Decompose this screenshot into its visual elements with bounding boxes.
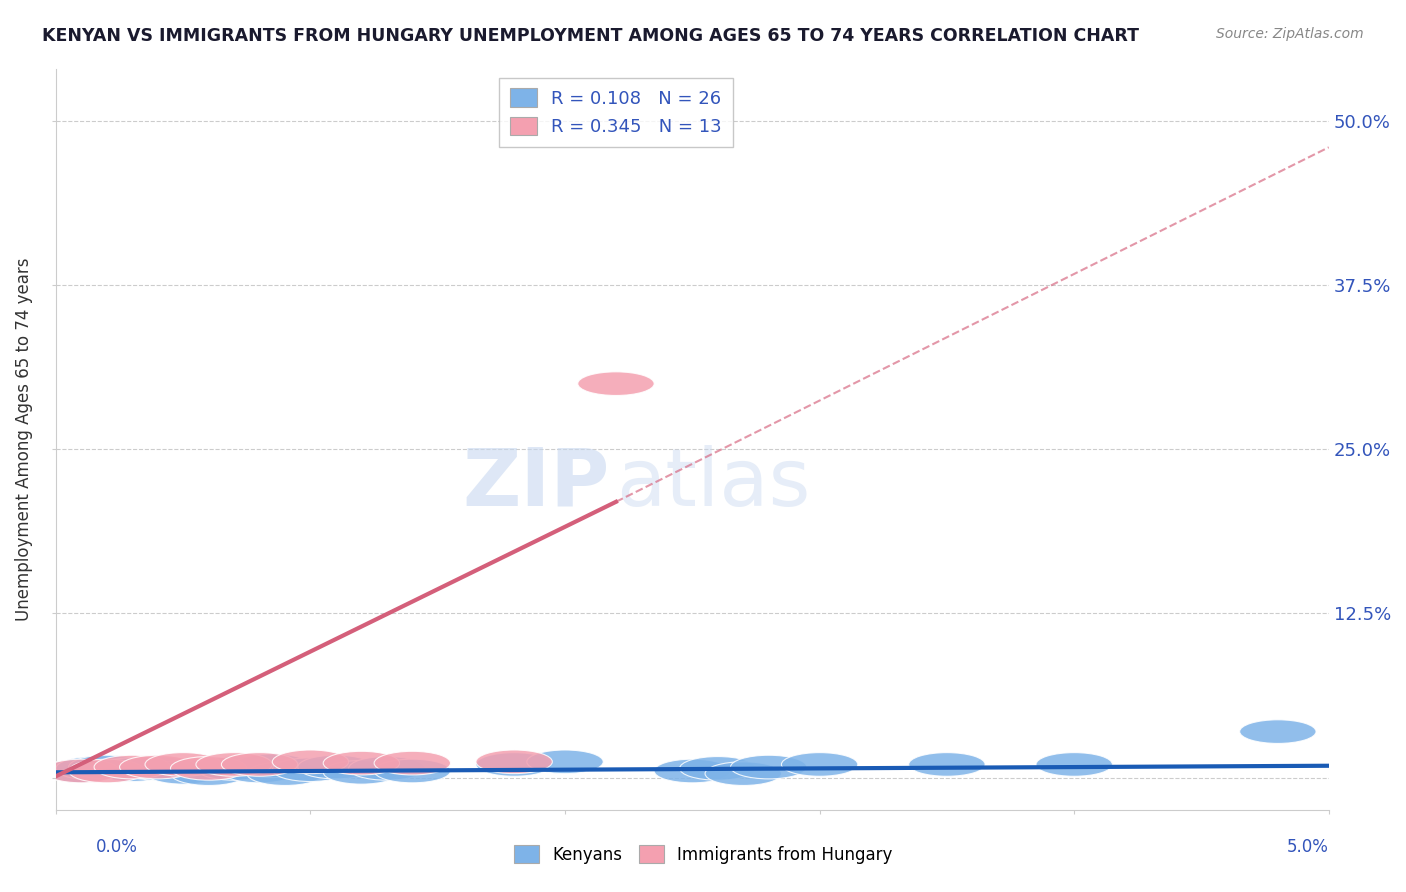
Ellipse shape — [1240, 720, 1316, 743]
Ellipse shape — [44, 759, 120, 783]
Ellipse shape — [477, 753, 553, 776]
Ellipse shape — [654, 759, 731, 783]
Ellipse shape — [56, 756, 132, 780]
Text: KENYAN VS IMMIGRANTS FROM HUNGARY UNEMPLOYMENT AMONG AGES 65 TO 74 YEARS CORRELA: KENYAN VS IMMIGRANTS FROM HUNGARY UNEMPL… — [42, 27, 1139, 45]
Ellipse shape — [170, 762, 247, 786]
Ellipse shape — [120, 756, 195, 779]
Text: atlas: atlas — [616, 445, 810, 523]
Ellipse shape — [704, 762, 782, 786]
Ellipse shape — [120, 756, 195, 780]
Ellipse shape — [145, 761, 221, 784]
Legend: R = 0.108   N = 26, R = 0.345   N = 13: R = 0.108 N = 26, R = 0.345 N = 13 — [499, 78, 733, 147]
Ellipse shape — [195, 753, 273, 776]
Ellipse shape — [782, 753, 858, 776]
Ellipse shape — [679, 756, 756, 780]
Ellipse shape — [1036, 753, 1112, 776]
Ellipse shape — [273, 750, 349, 773]
Ellipse shape — [349, 756, 425, 780]
Ellipse shape — [273, 758, 349, 781]
Text: Source: ZipAtlas.com: Source: ZipAtlas.com — [1216, 27, 1364, 41]
Ellipse shape — [44, 759, 120, 783]
Ellipse shape — [323, 761, 399, 784]
Text: 0.0%: 0.0% — [96, 838, 138, 855]
Ellipse shape — [527, 750, 603, 773]
Ellipse shape — [195, 756, 273, 780]
Text: 5.0%: 5.0% — [1286, 838, 1329, 855]
Ellipse shape — [221, 753, 298, 776]
Ellipse shape — [170, 756, 247, 780]
Ellipse shape — [578, 372, 654, 395]
Ellipse shape — [221, 759, 298, 783]
Ellipse shape — [477, 750, 553, 773]
Ellipse shape — [94, 756, 170, 779]
Ellipse shape — [94, 758, 170, 781]
Ellipse shape — [145, 753, 221, 776]
Ellipse shape — [374, 751, 450, 775]
Ellipse shape — [247, 762, 323, 786]
Ellipse shape — [731, 756, 807, 779]
Ellipse shape — [908, 753, 986, 776]
Y-axis label: Unemployment Among Ages 65 to 74 years: Unemployment Among Ages 65 to 74 years — [15, 258, 32, 621]
Ellipse shape — [374, 759, 450, 783]
Text: ZIP: ZIP — [463, 445, 610, 523]
Legend: Kenyans, Immigrants from Hungary: Kenyans, Immigrants from Hungary — [508, 838, 898, 871]
Ellipse shape — [323, 751, 399, 775]
Ellipse shape — [298, 756, 374, 779]
Ellipse shape — [69, 759, 145, 783]
Ellipse shape — [235, 754, 311, 778]
Ellipse shape — [69, 756, 145, 779]
